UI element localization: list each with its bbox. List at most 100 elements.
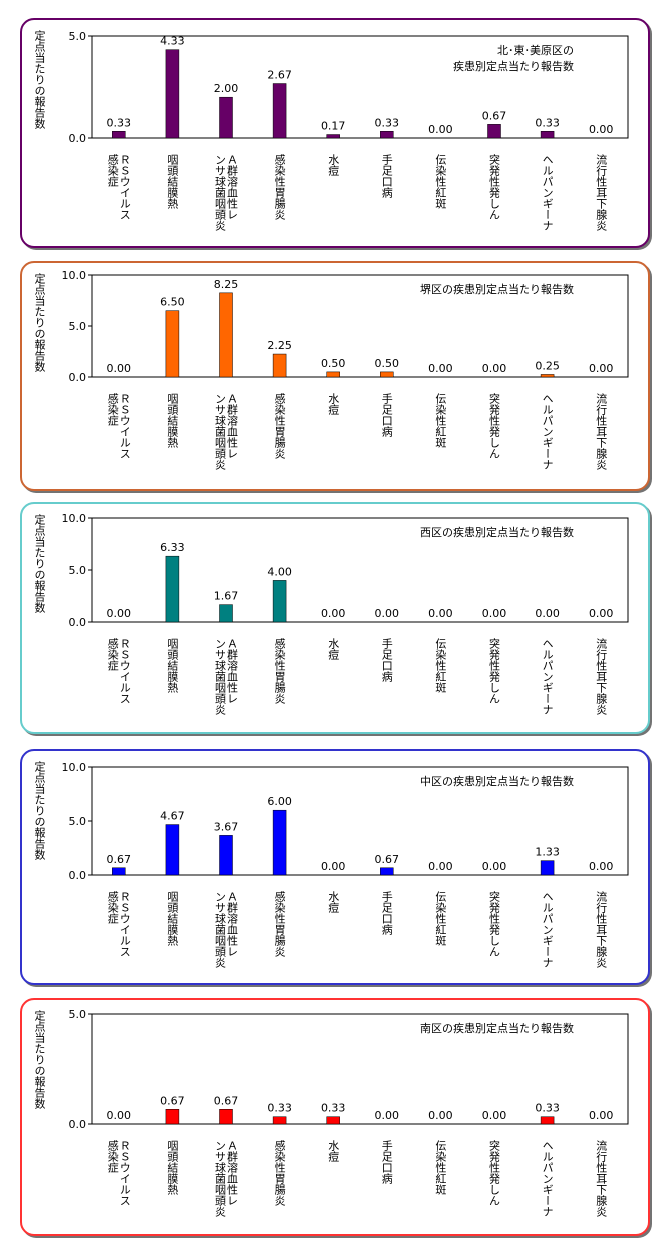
bar — [112, 131, 126, 139]
data-label: 1.33 — [535, 846, 560, 859]
x-category-label: 咽頭結膜熱 — [166, 1140, 179, 1196]
data-label: 3.67 — [214, 820, 239, 833]
data-label: 6.33 — [160, 541, 185, 554]
y-tick-label: 10.0 — [62, 761, 87, 774]
data-label: 0.33 — [267, 1102, 292, 1115]
bar — [165, 310, 180, 378]
chart-title: 西区の疾患別定点当たり報告数 — [420, 525, 574, 539]
bar — [540, 374, 555, 378]
data-label: 0.00 — [535, 607, 560, 620]
data-label: 0.33 — [321, 1102, 346, 1115]
x-category-label-line: 感染性胃腸炎 — [273, 891, 286, 957]
data-label: 0.33 — [107, 116, 132, 129]
data-label: 0.00 — [428, 607, 453, 620]
data-label: 2.00 — [214, 82, 239, 95]
data-label: 0.50 — [375, 357, 400, 370]
x-category-label: 流行性耳下腺炎 — [595, 1139, 608, 1217]
y-tick-label: 10.0 — [62, 269, 87, 282]
x-category-label-line: 手足口病 — [380, 392, 393, 438]
chart-panel-naka: 定点当たりの報告数 0.0 5.0 10.0 中区の疾患別定点当たり報告数 0.67 ＲＳ… — [20, 749, 650, 985]
y-tick-label: 0.0 — [69, 616, 87, 629]
data-label: 0.67 — [214, 1094, 239, 1107]
x-category-label: 感染性胃腸炎 — [273, 638, 286, 704]
x-category-label-line: ンサ球菌咽頭炎 — [214, 638, 227, 715]
data-label: 0.00 — [482, 607, 507, 620]
data-label: 0.00 — [321, 860, 346, 873]
y-axis-label: 定点当たりの報告数 — [33, 761, 46, 860]
data-label: 4.67 — [160, 810, 185, 823]
data-label: 0.00 — [482, 362, 507, 375]
x-category-label-line: 感染症 — [106, 891, 119, 925]
x-category-label-line: 感染症 — [106, 1140, 119, 1174]
chart-title: 南区の疾患別定点当たり報告数 — [420, 1021, 574, 1035]
data-label: 0.00 — [589, 123, 614, 136]
plot-area — [91, 274, 629, 378]
bar — [272, 809, 287, 876]
x-category-label-line: 水痘 — [327, 891, 340, 914]
plot-area — [91, 1013, 629, 1125]
data-label: 4.00 — [267, 565, 292, 578]
data-label: 0.00 — [482, 1109, 507, 1122]
data-label: 0.17 — [321, 120, 346, 133]
x-category-label-line: 手足口病 — [380, 153, 393, 199]
y-tick-label: 0.0 — [69, 1118, 87, 1131]
data-label: 1.67 — [214, 590, 239, 603]
data-label: 4.33 — [160, 35, 185, 48]
x-category-label: 流行性耳下腺炎 — [595, 392, 608, 470]
bar — [326, 371, 340, 378]
data-label: 0.00 — [589, 1109, 614, 1122]
data-label: 2.25 — [267, 339, 292, 352]
data-label: 0.00 — [589, 860, 614, 873]
bar — [165, 1109, 180, 1125]
bar — [272, 580, 287, 623]
chart-panel-nishi: 定点当たりの報告数 0.0 5.0 10.0 西区の疾患別定点当たり報告数 0.00 ＲＳ… — [20, 502, 650, 734]
x-category-label-line: 咽頭結膜熱 — [166, 1140, 179, 1196]
y-axis-label: 定点当たりの報告数 — [33, 273, 46, 372]
x-category-label: 感染性胃腸炎 — [273, 891, 286, 957]
chart-panel-kita-higashi-mihara: 定点当たりの報告数 0.0 5.0 北･東･美原区の疾患別定点当たり報告数 0.33 Ｒ… — [20, 18, 650, 248]
data-label: 0.67 — [375, 853, 400, 866]
x-category-label-line: 咽頭結膜熱 — [166, 154, 179, 210]
x-category-label: ヘルパンギーナ — [541, 393, 554, 470]
x-category-label: 突発性発しん — [488, 637, 501, 704]
x-category-label: 感染性胃腸炎 — [273, 393, 286, 459]
y-tick-label: 5.0 — [69, 1008, 87, 1021]
x-category-label-line: 伝染性紅斑 — [434, 891, 447, 947]
x-category-label-line: 感染症 — [106, 393, 119, 427]
x-category-label-line: 咽頭結膜熱 — [166, 638, 179, 694]
x-category-label-line: ンサ球菌咽頭炎 — [214, 393, 227, 470]
x-category-label-line: 伝染性紅斑 — [434, 154, 447, 210]
bar — [219, 292, 233, 378]
x-category-label-line: ヘルパンギーナ — [541, 393, 554, 470]
x-category-label: 水痘 — [327, 154, 340, 177]
data-label: 0.00 — [107, 607, 132, 620]
y-axis-label: 定点当たりの報告数 — [33, 30, 46, 129]
x-category-label: ヘルパンギーナ — [541, 891, 554, 968]
data-label: 0.25 — [535, 359, 560, 372]
x-category-label-line: 水痘 — [327, 393, 340, 416]
x-category-label-line: ＲＳウイルス — [118, 891, 131, 957]
y-tick-label: 5.0 — [69, 320, 87, 333]
x-category-label-line: 流行性耳下腺炎 — [595, 1139, 608, 1217]
bar — [326, 134, 340, 139]
x-category-label-line: ヘルパンギーナ — [541, 891, 554, 968]
bar — [380, 371, 394, 378]
bar — [219, 96, 233, 139]
bar — [219, 1109, 233, 1125]
x-category-label-line: 水痘 — [327, 154, 340, 177]
data-label: 0.67 — [107, 853, 132, 866]
x-category-label: ヘルパンギーナ — [541, 1140, 554, 1217]
x-category-label-line: Ａ群溶血性レ — [226, 891, 239, 957]
x-category-label-line: Ａ群溶血性レ — [226, 393, 239, 459]
x-category-label: 伝染性紅斑 — [434, 891, 447, 947]
y-axis-label: 定点当たりの報告数 — [33, 514, 46, 613]
x-category-label-line: 感染性胃腸炎 — [273, 393, 286, 459]
x-category-label-line: Ａ群溶血性レ — [226, 1140, 239, 1206]
